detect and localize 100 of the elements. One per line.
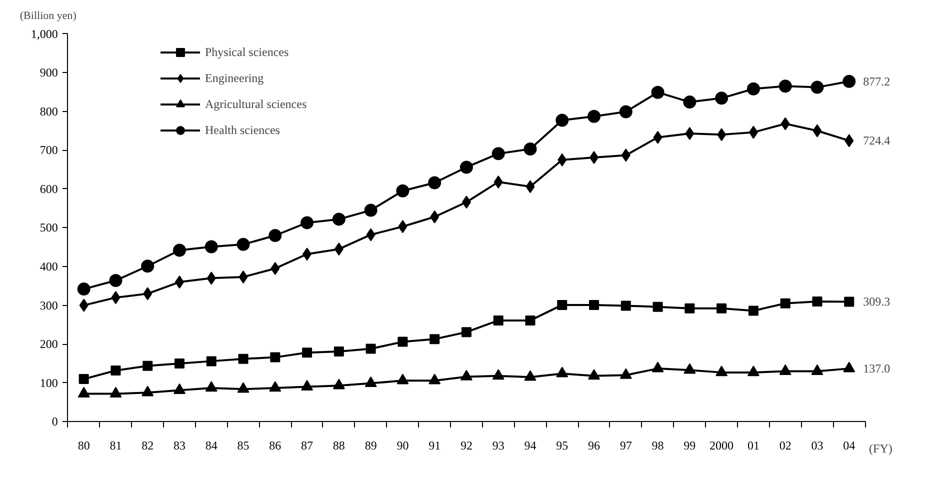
x-tick-label: 84: [205, 438, 218, 453]
point: [460, 160, 473, 174]
point: [398, 220, 408, 234]
point: [651, 86, 664, 99]
point: [589, 300, 600, 310]
point: [652, 302, 663, 312]
point: [588, 110, 601, 123]
point: [843, 362, 856, 372]
legend-label: Agricultural sciences: [205, 96, 307, 112]
x-tick-label: 99: [684, 438, 696, 453]
point: [685, 126, 694, 140]
x-tick-label: 04: [843, 438, 856, 453]
point: [558, 153, 567, 166]
point: [812, 296, 822, 306]
x-tick-label: 95: [556, 438, 568, 453]
x-tick-label: 2000: [710, 438, 734, 453]
point: [430, 210, 440, 224]
x-tick-label: 96: [588, 438, 600, 453]
point: [300, 216, 314, 230]
point: [492, 147, 505, 160]
point: [396, 184, 410, 198]
point: [398, 336, 408, 347]
x-tick-label: 91: [428, 438, 441, 453]
x-tick-label: 94: [524, 438, 536, 453]
point: [110, 366, 121, 376]
point: [428, 374, 441, 384]
point: [748, 126, 758, 139]
y-tick-label: 200: [40, 337, 58, 352]
point: [621, 148, 630, 162]
point: [270, 352, 280, 362]
point: [270, 262, 280, 275]
point: [302, 248, 312, 261]
point: [842, 74, 856, 88]
point: [684, 363, 696, 374]
x-tick-label: 82: [142, 438, 154, 453]
point: [525, 315, 536, 326]
point: [269, 381, 282, 392]
legend-label: Physical sciences: [205, 44, 289, 60]
point: [556, 114, 569, 127]
point: [462, 196, 471, 209]
point: [301, 380, 314, 390]
point: [77, 282, 90, 296]
x-tick-label: 88: [332, 438, 345, 453]
point: [174, 276, 184, 289]
x-tick-label: 97: [620, 438, 632, 453]
point: [844, 296, 854, 307]
x-tick-label: 02: [779, 438, 792, 453]
point: [78, 386, 90, 398]
point: [778, 80, 792, 93]
legend-label: Health sciences: [205, 122, 280, 138]
point: [811, 364, 824, 375]
point: [810, 80, 824, 94]
point: [461, 327, 472, 338]
point: [748, 306, 758, 316]
y-tick-label: 800: [40, 104, 58, 118]
x-tick-label: 83: [173, 438, 186, 453]
point: [844, 134, 854, 148]
legend-label: Engineering: [205, 70, 264, 86]
point: [238, 354, 248, 364]
annotation: 309.3: [863, 294, 890, 309]
point: [206, 272, 216, 285]
point: [142, 360, 153, 371]
y-tick-label: 500: [40, 220, 58, 235]
point: [557, 300, 568, 310]
point: [556, 366, 568, 378]
point: [396, 374, 409, 384]
y-tick-label: 900: [40, 66, 58, 80]
x-tick-label: 86: [269, 438, 282, 453]
point: [494, 175, 503, 188]
point: [460, 370, 472, 380]
y-tick-label: 100: [40, 376, 58, 390]
point: [141, 260, 154, 273]
annotation: 137.0: [863, 362, 890, 376]
point: [779, 364, 792, 375]
point: [430, 334, 440, 344]
x-tick-label: 87: [301, 438, 314, 453]
point: [142, 386, 154, 396]
point: [684, 303, 695, 314]
point: [524, 370, 536, 381]
point: [780, 298, 790, 308]
point: [204, 240, 218, 254]
point: [620, 300, 631, 311]
point: [619, 105, 632, 118]
x-tick-label: 80: [78, 438, 90, 453]
point: [206, 356, 216, 366]
point: [110, 386, 122, 398]
x-tick-label: 89: [364, 438, 377, 453]
point: [366, 344, 376, 354]
point: [716, 366, 728, 376]
point: [683, 96, 696, 109]
y-tick-label: 600: [40, 182, 58, 196]
point: [143, 287, 152, 300]
y-tick-label: 1,000: [30, 26, 58, 41]
x-axis-title: (FY): [869, 442, 892, 456]
point: [238, 270, 248, 284]
point: [109, 274, 122, 287]
point: [174, 358, 184, 369]
point: [332, 378, 345, 390]
point: [428, 176, 442, 190]
y-tick-label: 0: [52, 414, 58, 429]
